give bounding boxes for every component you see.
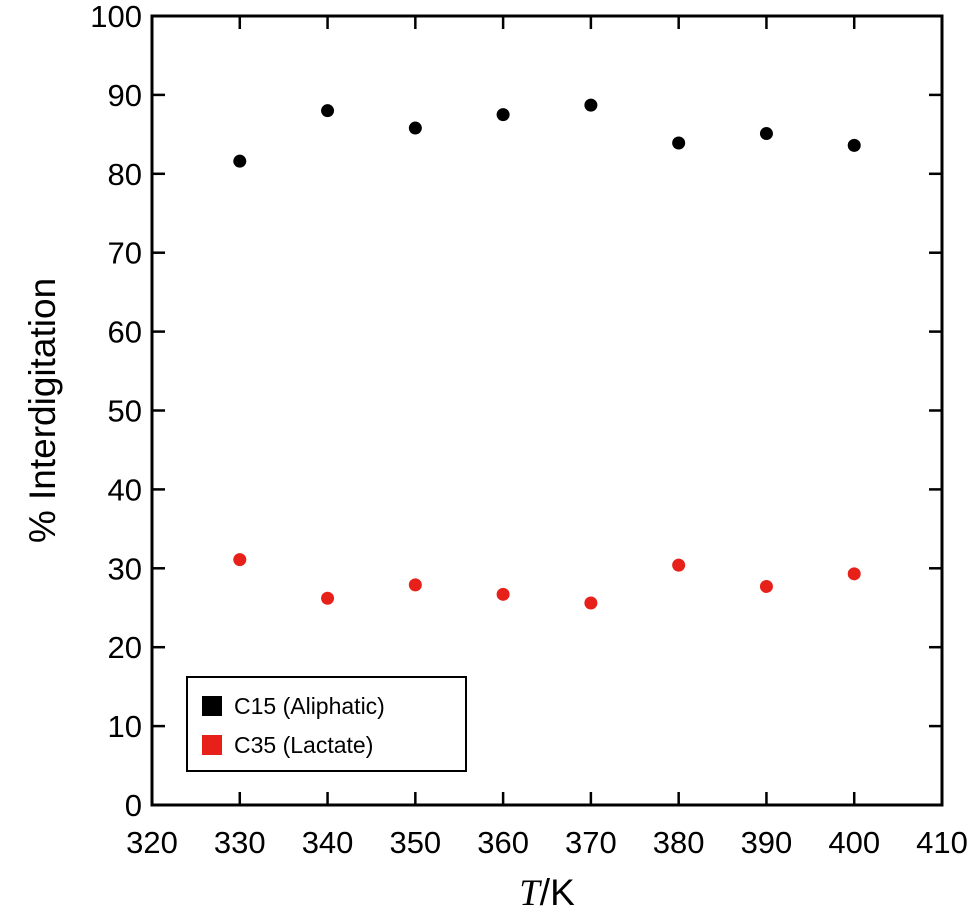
c35-point — [672, 558, 686, 572]
x-tick-label: 400 — [828, 825, 880, 860]
y-tick-label: 100 — [90, 0, 142, 34]
c15-point — [847, 138, 861, 152]
x-tick-label: 320 — [126, 825, 178, 860]
x-tick-label: 330 — [214, 825, 266, 860]
x-axis-label-symbol: T — [519, 873, 542, 914]
tick-labels: 320 330 340 350 360 370 380 390 400 410 0 10 20 30 40 5… — [90, 0, 968, 860]
y-tick-label: 0 — [125, 788, 142, 823]
legend-label-c35: C35 (Lactate) — [234, 732, 373, 758]
y-tick-label: 70 — [108, 236, 142, 271]
c15-point — [408, 121, 422, 135]
c15-point — [321, 104, 335, 118]
c35-point — [233, 553, 247, 567]
legend-label-c15: C15 (Aliphatic) — [234, 693, 385, 719]
x-tick-label: 390 — [741, 825, 793, 860]
c35-point — [759, 579, 773, 593]
c15-point — [233, 154, 247, 168]
x-tick-label: 410 — [916, 825, 968, 860]
x-axis-label: T/K — [519, 872, 575, 914]
c15-point — [672, 136, 686, 150]
x-tick-label: 340 — [302, 825, 354, 860]
y-axis-label: % Interdigitation — [22, 278, 63, 543]
legend: C15 (Aliphatic) C35 (Lactate) — [186, 676, 467, 772]
y-tick-label: 80 — [108, 157, 142, 192]
c35-point — [584, 596, 598, 610]
x-axis-label-unit: /K — [540, 872, 575, 913]
x-tick-label: 370 — [565, 825, 617, 860]
legend-swatch-c35 — [202, 735, 222, 755]
c35-point — [496, 587, 510, 601]
y-tick-label: 30 — [108, 551, 142, 586]
c35-point — [408, 578, 422, 592]
y-tick-label: 10 — [108, 709, 142, 744]
y-tick-label: 50 — [108, 394, 142, 429]
data-points — [233, 98, 861, 610]
y-tick-label: 20 — [108, 630, 142, 665]
x-tick-label: 350 — [389, 825, 441, 860]
y-tick-label: 40 — [108, 472, 142, 507]
y-tick-label: 90 — [108, 78, 142, 113]
c15-point — [496, 108, 510, 122]
x-tick-label: 380 — [653, 825, 705, 860]
c35-point — [847, 567, 861, 581]
legend-box — [186, 676, 467, 772]
c15-point — [759, 127, 773, 141]
x-tick-label: 360 — [477, 825, 529, 860]
legend-swatch-c15 — [202, 696, 222, 716]
c15-point — [584, 98, 598, 112]
y-tick-label: 60 — [108, 315, 142, 350]
c35-point — [321, 591, 335, 605]
axis-ticks — [150, 14, 944, 807]
